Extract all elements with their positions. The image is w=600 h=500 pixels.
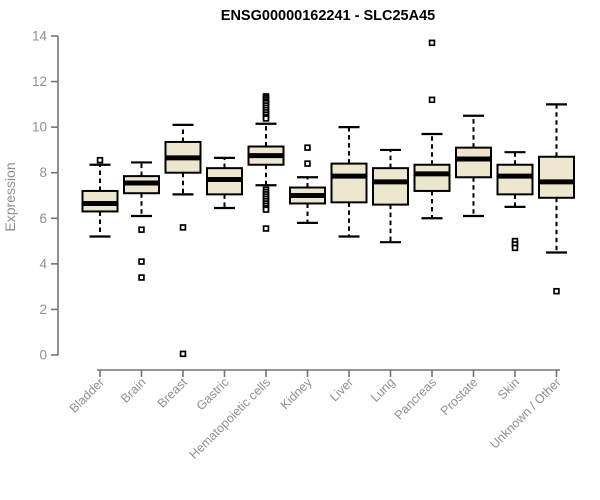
x-category-label: Prostate [438,375,481,418]
x-category-label: Bladder [67,375,107,415]
boxplot-brain [123,161,160,281]
outlier-point [138,226,145,233]
y-tick-label: 6 [39,211,47,226]
outlier-point [138,274,145,281]
box-series [81,39,575,358]
y-tick-label: 0 [39,348,47,363]
y-axis-label: Expression [2,162,18,231]
outlier-point [428,96,436,104]
x-category-label: Lung [368,375,398,405]
boxplot-unknown-other [538,103,575,295]
x-category-label: Pancreas [392,375,439,422]
boxplot-gastric [206,156,243,210]
outlier-point [138,258,145,265]
iqr-box [330,162,368,204]
outlier-point [428,39,436,47]
iqr-box [538,155,575,199]
y-tick-label: 8 [39,165,47,180]
outlier-point [553,287,560,295]
outlier-point [304,144,311,151]
outlier-point [304,160,311,167]
boxplot-hematopoietic-cells [247,93,285,232]
boxplot-skin [496,151,534,252]
outlier-point [262,225,270,232]
iqr-box [455,146,492,179]
iqr-box [413,163,451,192]
x-category-label: Breast [155,375,191,411]
axes: 0 2 4 6 8 10 12 14 Bladder Brain Breast GastricHema… [32,29,564,462]
boxplot-pancreas [413,39,451,220]
x-category-label: Hematopoietic cells [187,375,274,462]
boxplot-prostate [455,114,492,218]
y-tick-label: 12 [32,74,47,89]
boxplot-liver [330,126,368,238]
boxplot-kidney [289,144,326,224]
outlier-point [511,244,519,252]
x-category-label: Gastric [194,375,232,413]
outlier-point [96,156,104,164]
x-category-label: Brain [118,375,149,406]
y-tick-label: 4 [39,256,47,271]
outlier-point [179,224,187,231]
iqr-box [372,167,409,206]
y-tick-label: 14 [32,29,48,44]
boxplot-bladder [81,156,119,238]
x-category-label: Unknown / Other [487,375,563,451]
x-category-label: Skin [495,375,522,402]
chart-title: ENSG00000162241 - SLC25A45 [221,8,435,24]
x-category-label: Kidney [278,375,315,412]
y-tick-label: 10 [32,120,47,135]
outlier-point [179,350,187,358]
iqr-box [496,163,534,196]
x-category-label: Liver [327,375,356,404]
boxplot-lung [372,148,409,244]
boxplot-breast [164,123,202,358]
outlier-point [262,206,270,213]
outlier-point [262,115,270,122]
y-tick-label: 2 [39,302,47,317]
